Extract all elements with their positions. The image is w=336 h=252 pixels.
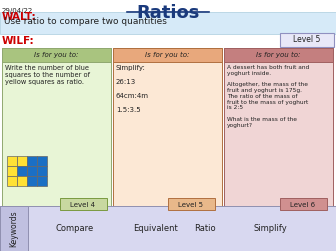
Text: Simplify:

26:13

64cm:4m

1.5:3.5: Simplify: 26:13 64cm:4m 1.5:3.5 — [116, 65, 149, 113]
FancyBboxPatch shape — [2, 48, 111, 215]
FancyBboxPatch shape — [17, 166, 27, 176]
FancyBboxPatch shape — [2, 48, 111, 62]
FancyBboxPatch shape — [17, 156, 27, 166]
Text: Use ratio to compare two quantities: Use ratio to compare two quantities — [4, 17, 167, 26]
Text: Level 6: Level 6 — [290, 202, 316, 207]
Text: Compare: Compare — [56, 224, 94, 233]
Text: Ratios: Ratios — [136, 4, 200, 22]
Text: A dessert has both fruit and
yoghurt inside.

Altogether, the mass of the
fruit : A dessert has both fruit and yoghurt ins… — [227, 65, 309, 128]
Text: Level 4: Level 4 — [71, 202, 95, 207]
FancyBboxPatch shape — [17, 176, 27, 185]
Text: Is for you to:: Is for you to: — [145, 52, 190, 58]
FancyBboxPatch shape — [113, 48, 222, 62]
FancyBboxPatch shape — [168, 198, 215, 210]
Text: Ratio: Ratio — [194, 224, 216, 233]
FancyBboxPatch shape — [37, 156, 47, 166]
FancyBboxPatch shape — [224, 48, 333, 62]
Text: Keywords: Keywords — [9, 210, 18, 247]
FancyBboxPatch shape — [37, 166, 47, 176]
FancyBboxPatch shape — [280, 198, 327, 210]
FancyBboxPatch shape — [27, 156, 37, 166]
FancyBboxPatch shape — [7, 156, 17, 166]
Text: Level 5: Level 5 — [293, 35, 321, 44]
Text: Is for you to:: Is for you to: — [256, 52, 301, 58]
Text: Write the number of blue
squares to the number of
yellow squares as ratio.: Write the number of blue squares to the … — [5, 65, 90, 85]
Text: Level 5: Level 5 — [178, 202, 204, 207]
FancyBboxPatch shape — [27, 176, 37, 185]
FancyBboxPatch shape — [0, 206, 336, 251]
Text: Is for you to:: Is for you to: — [34, 52, 79, 58]
FancyBboxPatch shape — [224, 48, 333, 215]
FancyBboxPatch shape — [7, 176, 17, 185]
FancyBboxPatch shape — [37, 176, 47, 185]
FancyBboxPatch shape — [27, 166, 37, 176]
Text: 29/04/22: 29/04/22 — [2, 8, 33, 14]
FancyBboxPatch shape — [60, 198, 107, 210]
Text: Equivalent: Equivalent — [133, 224, 177, 233]
Text: WALT:: WALT: — [2, 12, 37, 22]
Text: WILF:: WILF: — [2, 36, 35, 46]
FancyBboxPatch shape — [0, 12, 336, 34]
FancyBboxPatch shape — [0, 206, 28, 251]
FancyBboxPatch shape — [113, 48, 222, 215]
Text: Simplify: Simplify — [253, 224, 287, 233]
FancyBboxPatch shape — [7, 166, 17, 176]
FancyBboxPatch shape — [280, 33, 334, 47]
